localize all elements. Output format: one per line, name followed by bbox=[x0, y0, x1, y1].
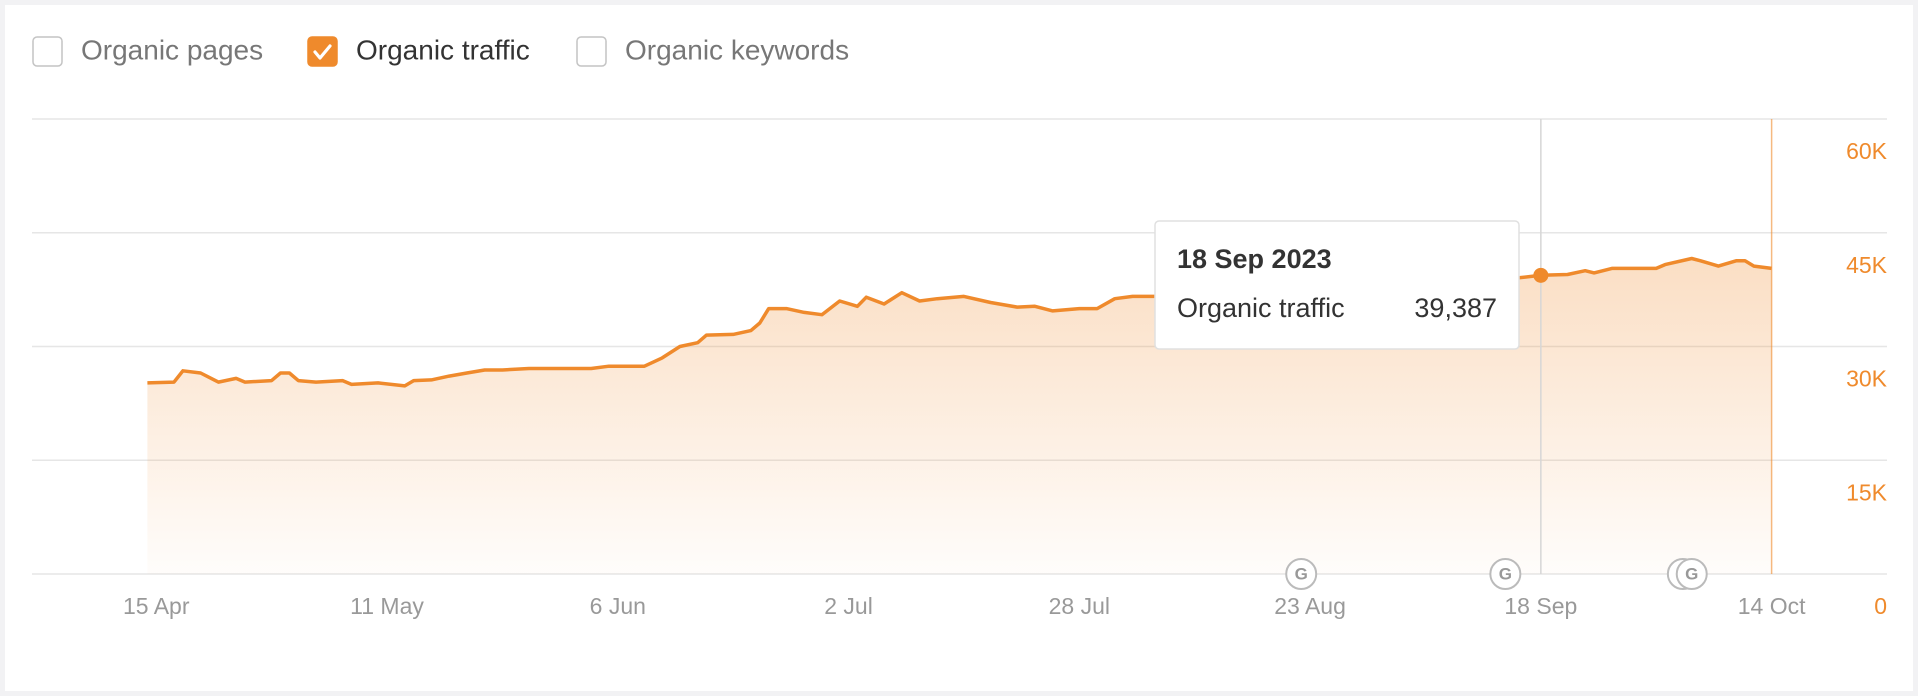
y-tick-label: 60K bbox=[1846, 138, 1888, 164]
x-tick-label: 15 Apr bbox=[123, 593, 190, 619]
area-fill bbox=[147, 258, 1772, 574]
x-tick-label: 6 Jun bbox=[590, 593, 646, 619]
update-marker[interactable]: G bbox=[1489, 558, 1522, 590]
x-tick-label: 2 Jul bbox=[824, 593, 873, 619]
toggle[interactable]: Organic traffic bbox=[307, 34, 530, 67]
y-tick-label: 45K bbox=[1846, 252, 1888, 278]
toggle-label[interactable]: Organic pages bbox=[81, 34, 263, 65]
checkbox[interactable] bbox=[307, 36, 338, 67]
y-tick-label: 0 bbox=[1874, 593, 1887, 619]
toggle-label[interactable]: Organic traffic bbox=[356, 34, 530, 65]
update-marker-label[interactable]: G bbox=[1499, 564, 1512, 583]
update-marker-circle[interactable] bbox=[1489, 558, 1522, 590]
update-marker[interactable]: G bbox=[1675, 558, 1708, 590]
x-tick-label: 23 Aug bbox=[1274, 593, 1346, 619]
y-tick-label: 15K bbox=[1846, 479, 1888, 505]
tooltip-box bbox=[1154, 220, 1520, 350]
update-marker-circle[interactable] bbox=[1285, 558, 1318, 590]
update-marker-label[interactable]: G bbox=[1685, 564, 1698, 583]
x-tick-label: 18 Sep bbox=[1504, 593, 1577, 619]
update-marker[interactable]: G bbox=[1285, 558, 1318, 590]
update-marker-label[interactable]: G bbox=[1295, 564, 1308, 583]
x-tick-label: 14 Oct bbox=[1738, 593, 1806, 619]
x-tick-label: 11 May bbox=[350, 593, 424, 619]
tooltip-value: 39,387 bbox=[1414, 293, 1497, 323]
tooltip-series: Organic traffic bbox=[1177, 293, 1345, 323]
update-marker-circle[interactable] bbox=[1675, 558, 1708, 590]
tooltip-title: 18 Sep 2023 bbox=[1177, 244, 1332, 274]
checkmark bbox=[313, 44, 332, 60]
toggle-label[interactable]: Organic keywords bbox=[625, 34, 849, 65]
toggle[interactable]: Organic keywords bbox=[576, 34, 849, 67]
tooltip: 18 Sep 2023 Organic traffic 39,387 bbox=[1154, 220, 1520, 350]
checkbox[interactable] bbox=[32, 36, 63, 67]
toggle[interactable]: Organic pages bbox=[32, 34, 263, 67]
checkbox[interactable] bbox=[576, 36, 607, 67]
series-line bbox=[147, 256, 1772, 388]
highlight-point bbox=[1533, 267, 1549, 283]
x-tick-label: 28 Jul bbox=[1049, 593, 1110, 619]
y-tick-label: 30K bbox=[1846, 366, 1888, 392]
